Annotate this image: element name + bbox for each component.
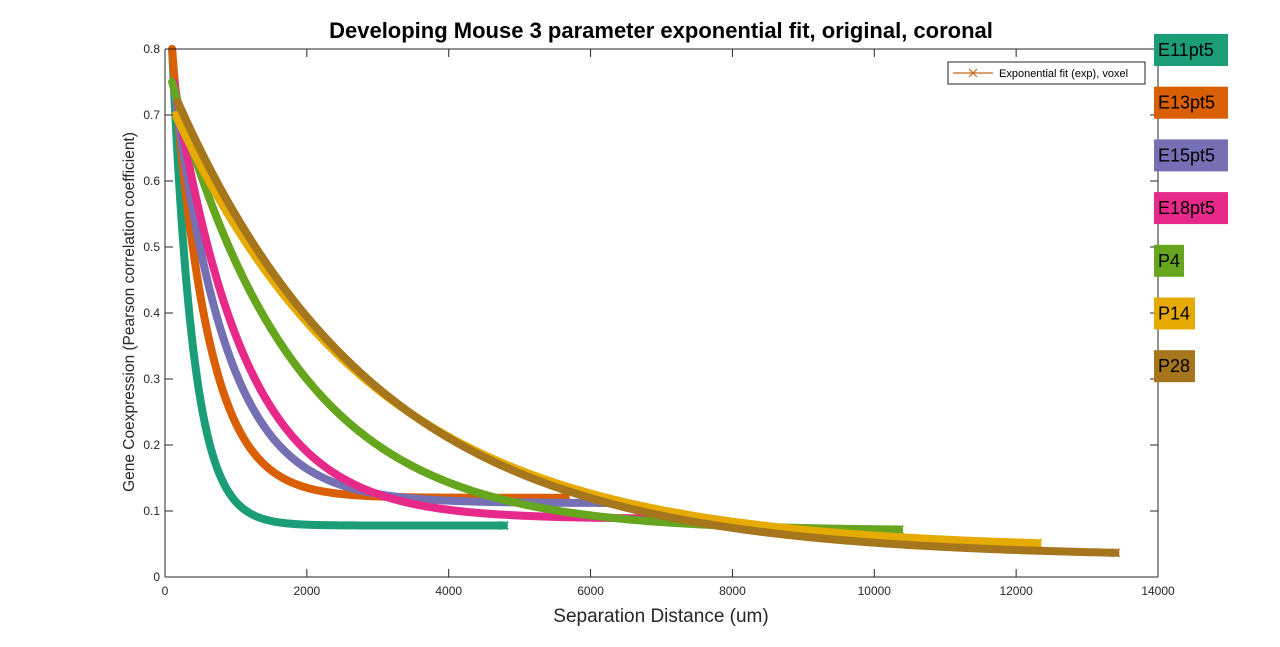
plot-axes: 0 2000 4000 6000 8000 10000 12000 14000 0 0.1 0.2 0… <box>143 42 1175 598</box>
series-label-box <box>1154 34 1228 66</box>
series-label-e15pt5: E15pt5 <box>1154 139 1228 172</box>
series-label-text: P4 <box>1158 251 1180 271</box>
series-curves <box>168 45 1121 558</box>
series-label-box <box>1154 350 1195 383</box>
x-tick-label: 2000 <box>294 584 321 598</box>
series-label-p4: P4 <box>1154 244 1184 277</box>
series-end-marker-p14 <box>1032 538 1043 548</box>
series-label-box <box>1154 244 1184 277</box>
y-tick-label: 0.4 <box>143 306 160 320</box>
y-tick-label: 0.6 <box>143 174 160 188</box>
series-line-p28 <box>173 97 1120 557</box>
series-label-text: E11pt5 <box>1158 40 1214 60</box>
x-tick-label: 12000 <box>999 584 1033 598</box>
series-label-text: P14 <box>1158 304 1190 324</box>
y-tick-label: 0 <box>153 570 160 584</box>
series-label-e11pt5: E11pt5 <box>1154 34 1228 66</box>
legend: Exponential fit (exp), voxel <box>947 61 1146 85</box>
x-tick-label: 0 <box>162 584 169 598</box>
series-label-e13pt5: E13pt5 <box>1154 86 1228 119</box>
x-tick-label: 8000 <box>719 584 746 598</box>
series-label-text: E13pt5 <box>1158 93 1215 113</box>
x-tick-label: 14000 <box>1141 584 1175 598</box>
y-tick-label: 0.1 <box>143 504 160 518</box>
series-line-e11pt5 <box>168 45 509 530</box>
x-tick-label: 10000 <box>858 584 892 598</box>
y-tick-label: 0.7 <box>143 108 160 122</box>
y-tick-label: 0.8 <box>143 42 160 56</box>
x-tick-label: 4000 <box>435 584 462 598</box>
series-label-box <box>1154 192 1228 225</box>
legend-entry-label: Exponential fit (exp), voxel <box>999 68 1128 80</box>
series-label-boxes: E11pt5 E13pt5 E15pt5 E18pt5 P4 P14 P28 <box>1154 34 1228 383</box>
series-label-box <box>1154 139 1228 172</box>
legend-frame <box>947 61 1146 85</box>
series-end-marker-p28 <box>1110 548 1121 558</box>
series-label-text: E18pt5 <box>1158 198 1215 218</box>
y-tick-label: 0.5 <box>143 240 160 254</box>
series-label-p28: P28 <box>1154 350 1195 383</box>
y-tick-label: 0.2 <box>143 438 160 452</box>
series-label-text: E15pt5 <box>1158 145 1215 165</box>
series-label-p14: P14 <box>1154 297 1195 330</box>
y-tick-label: 0.3 <box>143 372 160 386</box>
chart-title: Developing Mouse 3 parameter exponential… <box>329 18 993 43</box>
x-axis-label: Separation Distance (um) <box>553 606 768 627</box>
series-end-marker-p4 <box>894 524 904 535</box>
y-axis-label: Gene Coexpression (Pearson correlation c… <box>121 132 138 492</box>
series-label-box <box>1154 86 1228 119</box>
series-label-e18pt5: E18pt5 <box>1154 192 1228 225</box>
series-label-box <box>1154 297 1195 330</box>
series-end-marker-e11pt5 <box>499 520 509 531</box>
series-label-text: P28 <box>1158 356 1190 376</box>
legend-x-marker <box>968 68 978 78</box>
x-tick-label: 6000 <box>577 584 604 598</box>
